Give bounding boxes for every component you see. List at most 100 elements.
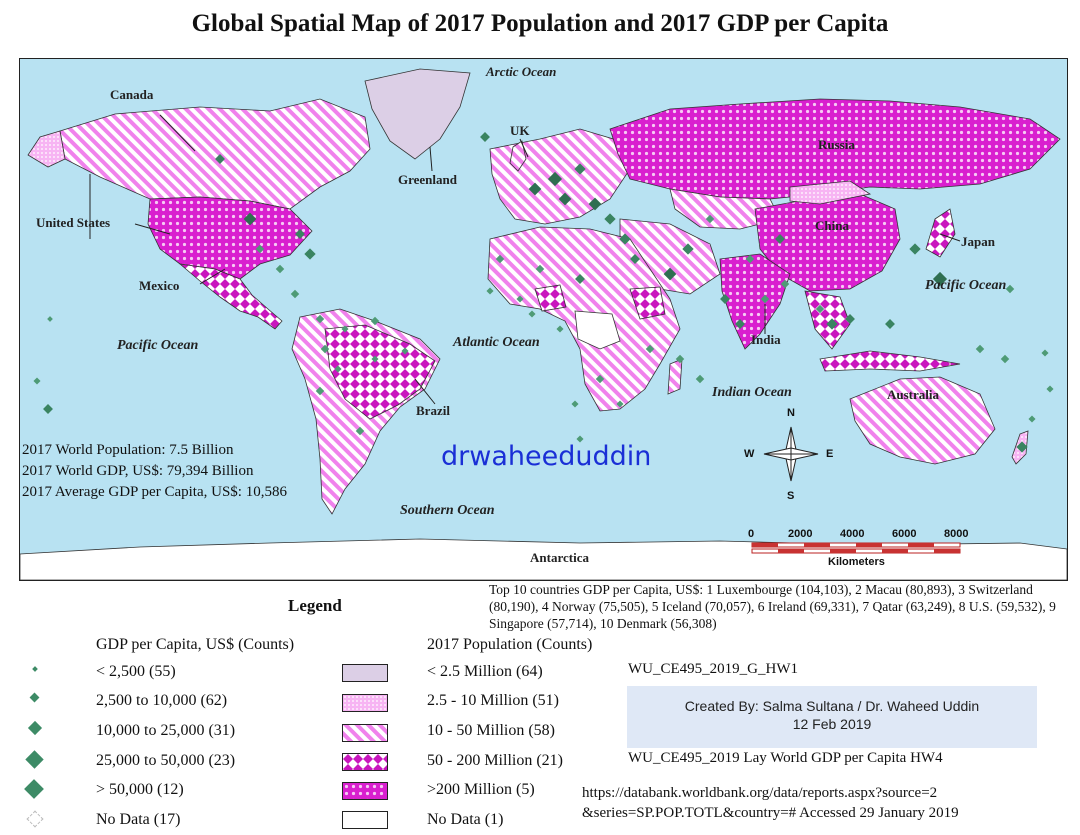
gdp-marker [295,229,305,239]
gdp-marker [495,254,505,264]
gdp-marker [616,400,624,408]
gdp-marker [255,244,265,254]
gdp-class-3-label: 10,000 to 25,000 (31) [96,722,236,739]
gdp-marker [355,426,365,436]
compass-north: N [787,407,795,419]
gdp-marker [1000,354,1010,364]
pop-class-2-swatch [342,694,388,712]
compass-east: E [826,448,834,460]
gdp-class-nodata-marker [26,810,44,828]
source-url-line2[interactable]: &series=SP.POP.TOTL&country=# Accessed 2… [582,805,959,821]
stat-world-gdp: 2017 World GDP, US$: 79,394 Billion [22,463,254,479]
gdp-marker [556,325,564,333]
gdp-marker [571,400,579,408]
gdp-class-1-label: < 2,500 (55) [96,663,176,680]
gdp-marker [720,294,730,304]
label-canada: Canada [110,87,154,102]
stat-gdp-per-capita: 2017 Average GDP per Capita, US$: 10,586 [22,484,287,500]
gdp-marker [334,365,342,373]
scale-units: Kilometers [828,556,885,568]
pop-class-5-label: >200 Million (5) [427,781,535,798]
region-japan [925,208,956,258]
region-southeast-asia [804,290,851,350]
scale-tick-8000: 8000 [944,528,969,540]
gdp-marker [341,325,349,333]
gdp-marker [1016,441,1028,453]
pop-class-3-label: 10 - 50 Million (58) [427,722,555,739]
gdp-marker [975,344,985,354]
gdp-marker [304,248,316,260]
region-united-states [147,196,313,280]
course-code-top: WU_CE495_2019_G_HW1 [628,661,798,677]
gdp-marker [33,377,41,385]
gdp-marker [370,316,380,326]
label-indian-ocean: Indian Ocean [712,385,792,400]
gdp-marker [760,294,770,304]
gdp-marker [745,254,755,264]
gdp-marker [682,243,694,255]
map-title: Global Spatial Map of 2017 Population an… [191,10,889,37]
region-nigeria [534,284,567,312]
gdp-marker [619,233,631,245]
region-indonesia [819,350,961,372]
gdp-marker [547,171,563,187]
course-code-bottom: WU_CE495_2019 Lay World GDP per Capita H… [628,750,943,766]
region-alaska [27,130,66,168]
map-panel[interactable]: Arctic Ocean Pacific Ocean Pacific Ocean… [19,58,1068,581]
label-mexico: Mexico [139,278,180,293]
scale-tick-4000: 4000 [840,528,865,540]
region-madagascar [667,358,683,395]
pop-class-1-label: < 2.5 Million (64) [427,663,543,680]
region-mongolia [789,180,872,205]
gdp-marker [845,314,855,324]
gdp-marker [675,354,685,364]
pop-class-3-swatch [342,724,388,742]
label-pacific-ocean-west: Pacific Ocean [117,338,199,353]
gdp-class-3-marker [27,720,43,736]
region-ethiopia [629,286,666,320]
gdp-class-4-label: 25,000 to 50,000 (23) [96,752,236,769]
gdp-marker [932,271,948,287]
gdp-marker [535,264,545,274]
world-map[interactable] [20,59,1067,580]
gdp-class-2-marker [29,692,40,703]
gdp-marker [401,347,409,355]
gdp-class-2-label: 2,500 to 10,000 (62) [96,692,228,709]
gdp-marker [275,264,285,274]
gdp-class-5-label: > 50,000 (12) [96,781,184,798]
gdp-marker [243,212,257,226]
compass-south: S [787,490,795,502]
region-australia [849,376,996,465]
watermark-text: drwaheeduddin [441,441,652,472]
gdp-marker [826,318,838,330]
scale-tick-0: 0 [748,528,755,540]
label-arctic-ocean: Arctic Ocean [486,64,557,79]
gdp-marker [885,319,895,329]
gdp-marker [516,295,524,303]
gdp-marker [371,355,379,363]
label-pacific-ocean-east: Pacific Ocean [925,278,1007,293]
gdp-marker [604,213,616,225]
pop-class-4-label: 50 - 200 Million (21) [427,752,563,769]
label-china: China [815,218,849,233]
gdp-marker [1005,284,1015,294]
pop-class-1-swatch [342,664,388,682]
label-india: India [751,332,781,347]
gdp-marker [320,344,330,354]
region-canada [59,98,371,210]
gdp-marker [909,243,921,255]
gdp-marker [290,289,300,299]
gdp-class-5-marker [24,779,44,799]
credit-box: Created By: Salma Sultana / Dr. Waheed U… [627,686,1037,748]
source-url-line1[interactable]: https://databank.worldbank.org/data/repo… [582,785,938,801]
label-greenland: Greenland [398,172,457,187]
compass-rose [763,426,819,482]
region-brazil [324,324,436,420]
region-greenland [364,68,471,160]
gdp-marker [695,374,705,384]
pop-class-4-swatch [342,753,388,771]
credit-date: 12 Feb 2019 [792,716,872,732]
gdp-marker [315,314,325,324]
gdp-class-4-marker [25,750,44,769]
gdp-marker [576,435,584,443]
